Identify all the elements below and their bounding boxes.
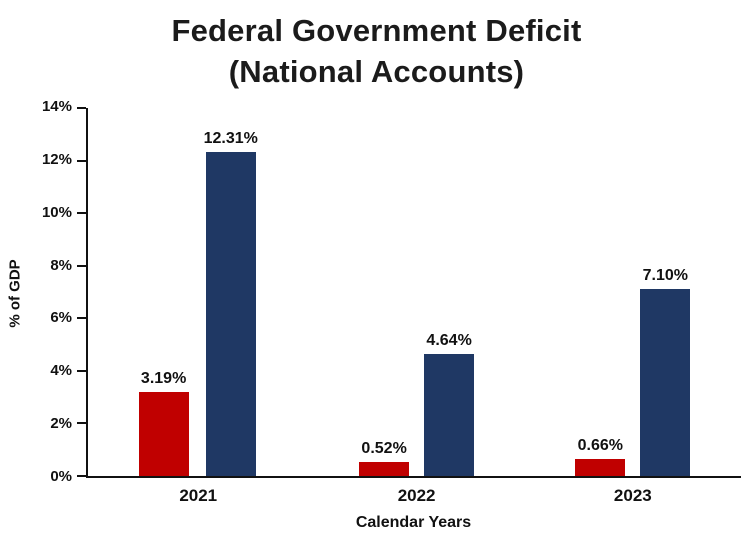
x-category-label: 2022	[397, 486, 436, 505]
y-tick-label: 14%	[41, 98, 72, 115]
y-axis-title-text: % of GDP	[6, 258, 24, 328]
y-tick-label: 10%	[41, 203, 72, 221]
bar-col: 0.66%	[575, 108, 626, 476]
y-tick-mark	[77, 212, 86, 215]
bar-col: 4.64%	[424, 108, 475, 476]
bar-col: 3.19%	[138, 108, 189, 476]
bar-col: 12.31%	[204, 108, 258, 476]
x-axis-title-text: Calendar Years	[355, 514, 472, 531]
bar	[640, 289, 691, 476]
bar-group-2021: 3.19% 12.31% 2021	[138, 108, 258, 505]
chart-title-line2: (National Accounts)	[228, 54, 525, 89]
bar	[424, 354, 475, 476]
y-tick-label: 8%	[50, 256, 72, 274]
y-tick-mark	[77, 264, 86, 267]
bar-value-label: 0.66%	[577, 436, 624, 454]
bar-value-label: 3.19%	[140, 370, 187, 388]
bar-col: 7.10%	[640, 108, 691, 476]
y-tick-label: 6%	[50, 309, 72, 327]
bar-value-label: 4.64%	[426, 332, 472, 350]
y-tick-mark	[77, 475, 86, 477]
x-category-label: 2021	[179, 486, 218, 505]
chart-title-line1: Federal Government Deficit	[171, 13, 582, 48]
x-axis-title: Calendar Years	[86, 514, 741, 532]
y-tick-labels: 0% 2% 4% 6% 8% 10% 12% 14%	[30, 98, 86, 485]
y-tick-label: 4%	[50, 362, 72, 380]
bar	[359, 462, 410, 476]
x-category-label: 2023	[613, 486, 652, 505]
y-tick-mark	[77, 317, 86, 320]
bar-value-label: 0.52%	[361, 440, 407, 458]
bar-col: 0.52%	[359, 108, 410, 476]
y-tick-mark	[77, 422, 86, 425]
y-axis-title: % of GDP	[0, 108, 30, 478]
bar-group-2022: 0.52% 4.64% 2022	[359, 108, 475, 505]
y-tick-mark	[77, 369, 86, 372]
y-tick-label: 0%	[50, 468, 72, 485]
chart-title: Federal Government Deficit (National Acc…	[0, 0, 753, 92]
bar-value-label: 12.31%	[203, 130, 258, 148]
plot-area: 3.19% 12.31% 2021 0.52% 4.64% 2022 0.66% 7.10% 2…	[77, 107, 741, 505]
y-tick-label: 2%	[50, 415, 72, 433]
y-tick-label: 12%	[41, 150, 72, 168]
bar-groups-row: 3.19% 12.31% 2021 0.52% 4.64% 2022 0.66% 7.10% 2…	[88, 108, 741, 505]
bar-group-2023: 0.66% 7.10% 2023	[575, 108, 691, 505]
bar-value-label: 7.10%	[642, 267, 689, 285]
chart-area: % of GDP 0% 2% 4% 6% 8% 10% 12% 14% 3.19% 12.31%…	[0, 98, 753, 505]
bar	[575, 458, 626, 476]
y-tick-mark	[77, 159, 86, 162]
bar	[138, 392, 189, 476]
bar	[205, 152, 256, 476]
y-tick-mark	[77, 107, 86, 109]
